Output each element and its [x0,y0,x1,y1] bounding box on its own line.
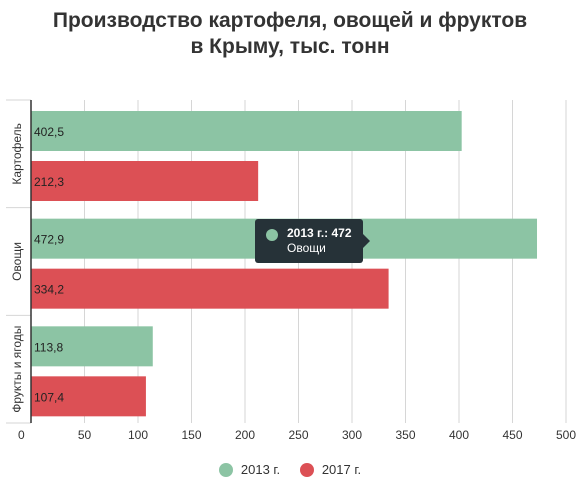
bar-value-label: 334,2 [34,283,64,297]
category-label: Овощи [10,242,24,281]
x-tick-label: 100 [128,428,148,442]
x-tick-label: 50 [78,428,92,442]
x-tick-label: 0 [18,428,25,442]
chart-tooltip: 2013 г.: 472 Овощи [255,219,370,263]
chart-legend: 2013 г. 2017 г. [0,462,580,480]
x-tick-label: 450 [502,428,522,442]
bar-value-label: 107,4 [34,390,64,404]
bar[interactable] [31,161,259,201]
legend-label-2017: 2017 г. [321,462,362,477]
legend-item-2017[interactable]: 2017 г. [299,462,362,477]
category-label: Картофель [10,123,24,185]
legend-swatch-2013 [218,462,233,477]
tooltip-series-dot [266,229,278,241]
x-tick-label: 400 [449,428,469,442]
tooltip-title: 2013 г.: 472 [287,226,352,240]
bar-value-label: 402,5 [34,125,64,139]
chart-title-line-1: Производство картофеля, овощей и фруктов [52,9,528,32]
chart-title: Производство картофеля, овощей и фруктов… [0,8,580,60]
bar[interactable] [31,268,389,309]
category-label: Фрукты и ягоды [10,326,24,413]
x-tick-label: 350 [395,428,415,442]
bar-value-label: 113,8 [34,340,63,354]
x-tick-label: 500 [556,428,576,442]
x-tick-label: 150 [181,428,201,442]
bar[interactable] [31,376,146,417]
legend-label-2013: 2013 г. [240,462,281,477]
x-tick-label: 200 [235,428,255,442]
bar[interactable] [31,326,153,367]
bar[interactable] [31,111,462,151]
legend-swatch-2017 [299,462,314,477]
bar-value-label: 472,9 [34,233,64,247]
x-tick-label: 250 [288,428,308,442]
bar-value-label: 212,3 [34,175,64,189]
x-tick-label: 300 [342,428,362,442]
legend-item-2013[interactable]: 2013 г. [218,462,281,477]
chart-title-line-2: в Крыму, тыс. тонн [190,35,390,58]
tooltip-subtitle: Овощи [287,241,326,255]
